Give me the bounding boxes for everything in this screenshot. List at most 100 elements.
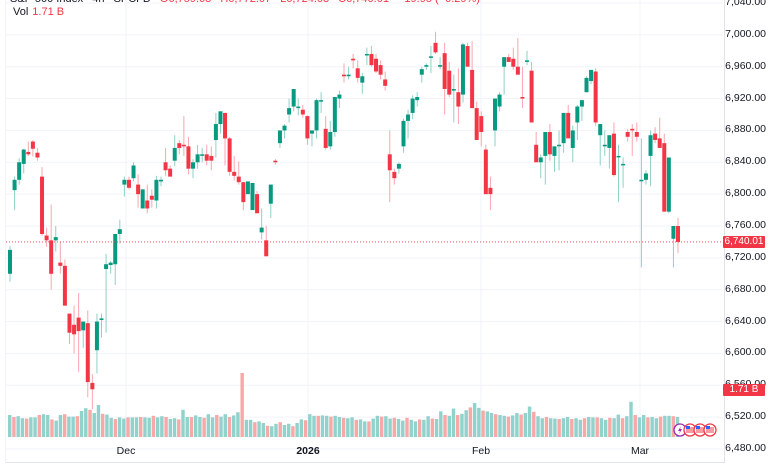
candle xyxy=(168,168,173,177)
candle xyxy=(438,65,443,67)
candle xyxy=(232,171,237,176)
volume-bar xyxy=(29,417,33,437)
volume-bar xyxy=(417,419,422,437)
volume-bar xyxy=(477,407,481,437)
volume-bar xyxy=(460,413,464,437)
candle xyxy=(213,124,218,140)
candle xyxy=(369,53,374,66)
volume-bar xyxy=(253,422,257,437)
candle xyxy=(314,100,319,131)
candle xyxy=(30,141,35,149)
volume-bar xyxy=(50,419,54,437)
volume-bar xyxy=(155,417,160,437)
volume-bar xyxy=(193,415,198,437)
candle xyxy=(85,323,90,383)
candle xyxy=(671,226,676,239)
candle xyxy=(424,65,429,67)
volume-bar xyxy=(240,373,244,437)
volume-bar xyxy=(637,417,642,437)
candle xyxy=(76,317,81,332)
volume-bar xyxy=(189,417,194,437)
volume-bar xyxy=(316,415,320,437)
volume-bar xyxy=(667,415,671,437)
volume-bar xyxy=(523,413,528,437)
candle xyxy=(158,179,163,182)
candle xyxy=(378,65,383,75)
candle xyxy=(140,189,145,209)
candle xyxy=(360,76,365,83)
candle xyxy=(17,162,22,180)
volume-bar xyxy=(595,417,599,437)
volume-bar xyxy=(654,418,659,437)
us-flag-icon[interactable] xyxy=(693,423,707,437)
candle xyxy=(570,130,575,148)
volume-bar xyxy=(464,410,468,437)
volume-bar xyxy=(265,425,270,437)
candle xyxy=(117,229,122,234)
symbol-name[interactable]: S&P 500 Index xyxy=(10,0,83,5)
time-tick-label: Feb xyxy=(471,445,491,457)
volume-label: Vol xyxy=(13,6,29,18)
candle xyxy=(616,155,621,158)
volume-bar xyxy=(616,414,621,437)
volume-bar xyxy=(16,416,20,437)
candle xyxy=(621,163,626,166)
volume-bar xyxy=(312,415,316,437)
candle xyxy=(181,144,186,147)
volume-bar xyxy=(24,418,29,437)
candle xyxy=(81,321,86,331)
volume-bar xyxy=(401,420,405,437)
volume-bar xyxy=(481,410,485,437)
volume-bar xyxy=(227,417,232,437)
candle xyxy=(602,144,607,147)
volume-bar xyxy=(456,415,460,437)
candle xyxy=(53,237,58,241)
candle xyxy=(406,114,411,121)
volume-bar xyxy=(650,417,654,437)
candle xyxy=(396,163,401,169)
volume-bar xyxy=(219,416,223,437)
us-flag-icon[interactable] xyxy=(703,423,717,437)
plot-area[interactable] xyxy=(5,0,725,463)
candle xyxy=(575,106,580,123)
price-tick-label: 6,920.00 xyxy=(725,91,766,104)
volume-bar xyxy=(122,418,126,437)
volume-bar xyxy=(109,417,113,437)
volume-legend: Vol 1.71 B xyxy=(13,6,64,18)
candle xyxy=(630,128,635,131)
volume-bar xyxy=(198,417,202,437)
volume-bar xyxy=(350,417,354,437)
volume-bar xyxy=(629,401,633,437)
candle xyxy=(534,144,539,163)
volume-bar xyxy=(582,418,587,437)
price-tick-label: 6,600.00 xyxy=(725,346,766,359)
candle xyxy=(474,108,479,140)
interval-label: 4h xyxy=(92,0,104,5)
volume-bar xyxy=(384,416,388,437)
candle xyxy=(195,154,200,163)
volume-bar xyxy=(565,417,570,437)
candle xyxy=(579,100,584,107)
us-flag-icon[interactable] xyxy=(683,423,697,437)
candle xyxy=(268,184,273,204)
candle xyxy=(250,182,255,211)
candle xyxy=(12,179,17,191)
volume-bar xyxy=(329,416,333,437)
source-label: SPCFD xyxy=(114,0,151,5)
volume-bar xyxy=(139,417,143,437)
price-tick-label: 6,800.00 xyxy=(725,187,766,200)
volume-bar xyxy=(185,417,189,437)
volume-bar xyxy=(574,418,578,437)
candle xyxy=(415,96,420,101)
candle xyxy=(145,200,150,209)
candle xyxy=(433,42,438,53)
candle xyxy=(236,176,241,183)
candle xyxy=(227,138,232,172)
price-tick-label: 6,960.00 xyxy=(725,59,766,72)
volume-bar xyxy=(100,413,105,437)
volume-bar xyxy=(641,415,646,437)
volume-bar xyxy=(84,408,88,437)
candle xyxy=(328,132,333,147)
